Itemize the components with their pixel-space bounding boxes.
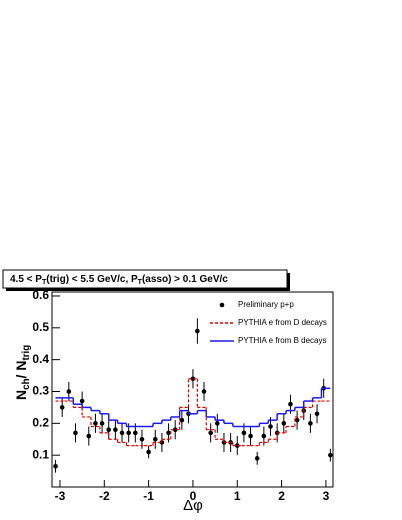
x-tick-label: 1 [234,489,241,503]
data-point [308,421,313,426]
legend-label: PYTHIA e from B decays [238,336,326,345]
data-point [254,456,260,461]
data-point [59,405,65,410]
subscript: T [138,279,143,286]
y-tick-label: 0.5 [32,320,49,334]
text-part: / N [13,361,29,379]
subscript: ch [21,378,32,389]
title-box [2,269,288,289]
data-point [53,464,58,469]
data-point [133,430,138,436]
y-tick-label: 0.4 [32,352,49,366]
data-point [139,436,145,442]
data-point [99,421,105,426]
subscript: T [42,279,47,286]
data-point [86,433,92,439]
data-point [146,449,151,455]
data-point [201,389,207,394]
x-tick-label: 0 [190,489,197,503]
y-axis-label: Nch/ Ntrig [13,345,32,400]
data-point [215,421,220,426]
data-point [294,417,300,423]
x-tick-label: 3 [323,489,330,503]
data-point [119,430,125,436]
text-part: (asso) > 0.1 GeV/c [142,274,228,285]
chart-title: 4.5 < PT(trig) < 5.5 GeV/c, PT(asso) > 0… [10,274,228,286]
data-point [172,427,178,432]
data-point [241,430,247,436]
y-tick-label: 0.2 [32,415,49,429]
data-point [190,376,196,382]
y-tick-label: 0.1 [32,447,49,461]
data-point [248,433,253,439]
data-point [152,436,158,442]
x-tick-label: 2 [278,489,285,503]
legend-label: PYTHIA e from D decays [238,318,327,327]
text-part: N [13,390,29,400]
data-point [66,389,72,394]
x-tick-label: -3 [55,489,66,503]
legend-label: Preliminary p+p [238,300,294,309]
data-point [113,427,118,432]
y-tick-label: 0.3 [32,384,49,398]
x-tick-label: -2 [99,489,110,503]
data-point [126,430,131,436]
data-point [314,411,320,417]
data-point [328,452,333,458]
data-point [93,421,98,426]
data-point [234,443,240,448]
data-point [281,421,287,426]
data-point [159,440,165,445]
subscript: trig [21,345,32,361]
data-point [166,430,171,436]
data-point [208,430,213,436]
data-point [288,401,293,407]
text-part: 4.5 < P [10,274,42,285]
data-point [268,424,273,429]
text-part: (trig) < 5.5 GeV/c, P [46,274,138,285]
data-point [195,328,200,334]
data-point [261,433,267,439]
x-axis-label: Δφ [183,497,203,514]
data-point [179,417,185,423]
data-point [79,398,85,404]
data-point [73,430,78,436]
y-tick-label: 0.6 [32,288,49,302]
x-tick-label: -1 [143,489,154,503]
legend-marker [219,302,225,308]
data-point [106,427,112,432]
